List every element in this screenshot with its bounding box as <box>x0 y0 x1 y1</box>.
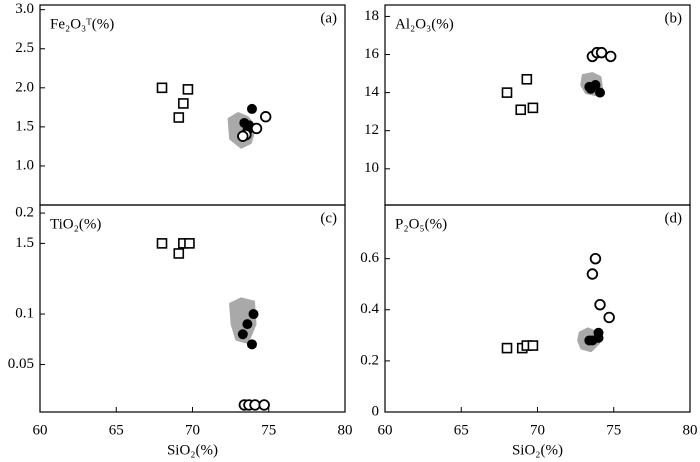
square-marker <box>178 98 189 109</box>
x-axis-label: SiO₂(%) <box>512 442 563 458</box>
y-tick-label: 2.0 <box>15 79 34 95</box>
filled-circle-marker <box>248 309 259 320</box>
x-tick-label: 60 <box>33 422 48 438</box>
y-tick-label: 0.2 <box>360 352 379 368</box>
filled-circle-marker <box>593 327 604 338</box>
y-tick-label: 0.05 <box>8 356 34 372</box>
y-tick-label: 3.0 <box>15 1 34 17</box>
square-marker <box>184 238 195 249</box>
filled-circle-marker <box>242 319 253 330</box>
plot-frame <box>39 204 346 413</box>
y-tick-label: 1.0 <box>15 157 34 173</box>
y-tick-label: 12 <box>364 122 379 138</box>
y-tick-label: 0.6 <box>360 250 379 266</box>
x-tick-label: 65 <box>454 422 469 438</box>
filled-circle-marker <box>587 335 598 346</box>
y-tick-label: 1.5 <box>15 118 34 134</box>
open-circle-marker <box>250 122 263 135</box>
square-marker <box>156 82 168 94</box>
panel-label: TiO₂(%) <box>50 216 101 232</box>
field-area <box>229 297 257 344</box>
open-circle-marker <box>237 130 249 142</box>
panel-label: P₂O₅(%) <box>395 216 447 232</box>
open-circle-marker <box>586 268 599 280</box>
y-tick-label: 2.5 <box>15 40 34 56</box>
panel-letter: (c) <box>320 210 337 226</box>
y-tick-label: 14 <box>364 84 380 100</box>
filled-circle-marker <box>595 87 606 98</box>
plot-frame <box>384 204 691 413</box>
y-tick-label: 0.4 <box>360 301 379 317</box>
open-circle-marker <box>260 111 272 123</box>
x-tick-label: 75 <box>606 422 621 438</box>
x-tick-label: 75 <box>261 422 276 438</box>
square-marker <box>173 248 185 259</box>
square-marker <box>501 342 513 354</box>
y-tick-label: 18 <box>364 8 379 24</box>
x-axis-label: SiO₂(%) <box>167 442 218 458</box>
panel-letter: (b) <box>665 10 683 26</box>
open-circle-marker <box>594 298 606 311</box>
panel-label: Al₂O₃(%) <box>395 16 454 32</box>
x-tick-label: 70 <box>530 422 545 438</box>
y-tick-label: 0 <box>372 403 380 419</box>
x-tick-label: 60 <box>378 422 393 438</box>
square-marker <box>521 73 533 85</box>
panel-label: Fe₂O₃ᵀ(%) <box>50 16 114 32</box>
y-tick-label: 16 <box>364 46 380 62</box>
plot-frame <box>39 4 346 206</box>
open-circle-marker <box>258 399 270 411</box>
open-circle-marker <box>603 311 615 324</box>
x-tick-label: 70 <box>185 422 200 438</box>
open-circle-marker <box>249 399 261 411</box>
panel-letter: (d) <box>665 210 683 226</box>
filled-circle-marker <box>585 83 596 94</box>
filled-circle-marker <box>246 103 257 114</box>
square-marker <box>182 84 194 95</box>
x-tick-label: 80 <box>683 422 698 438</box>
y-tick-label: 10 <box>364 160 379 176</box>
y-tick-label: 1.5 <box>15 235 34 251</box>
square-marker <box>527 340 539 351</box>
x-tick-label: 65 <box>109 422 124 438</box>
panel-letter: (a) <box>320 10 337 26</box>
open-circle-marker <box>595 46 608 59</box>
square-marker <box>501 87 513 98</box>
square-marker <box>527 102 539 114</box>
y-tick-label: 0.1 <box>15 305 34 321</box>
square-marker <box>156 238 168 249</box>
x-tick-label: 80 <box>338 422 353 438</box>
square-marker <box>515 104 527 116</box>
y-tick-label: 0.2 <box>15 205 34 221</box>
open-circle-marker <box>605 50 617 63</box>
filled-circle-marker <box>237 329 248 340</box>
filled-circle-marker <box>246 339 257 350</box>
open-circle-marker <box>589 252 602 265</box>
square-marker <box>173 112 185 123</box>
